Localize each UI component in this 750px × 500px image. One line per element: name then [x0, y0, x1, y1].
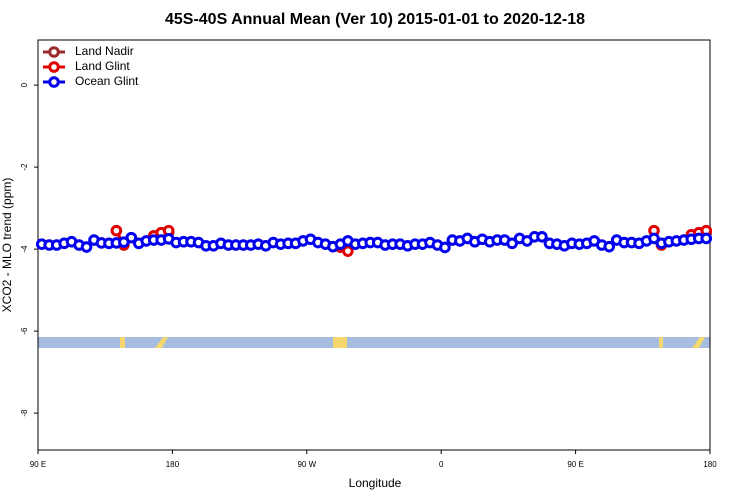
land-patch: [333, 337, 347, 348]
chart-title: 45S-40S Annual Mean (Ver 10) 2015-01-01 …: [165, 11, 585, 28]
legend-label: Land Nadir: [75, 44, 134, 58]
y-tick-label: -4: [20, 245, 29, 253]
surface-band: [38, 337, 710, 348]
data-point: [648, 232, 660, 245]
legend-label: Land Glint: [75, 59, 130, 73]
legend-marker: [48, 46, 60, 58]
x-tick-label: 90 E: [30, 460, 46, 469]
data-point: [536, 231, 548, 243]
data-point: [603, 240, 616, 253]
data-point: [439, 241, 451, 254]
y-tick-label: -6: [20, 327, 29, 335]
x-tick-label: 180: [703, 460, 717, 469]
legend-label: Ocean Glint: [75, 74, 139, 88]
land-patch: [692, 337, 705, 348]
x-tick-label: 90 W: [297, 460, 316, 469]
data-point: [110, 224, 123, 237]
y-tick-label: 0: [20, 82, 29, 87]
data-point: [125, 231, 138, 244]
x-tick-label: 0: [439, 460, 444, 469]
land-patch: [155, 337, 168, 348]
data-point: [342, 245, 354, 257]
land-patch: [659, 337, 663, 348]
legend-marker: [48, 76, 60, 88]
data-point: [700, 232, 713, 245]
data-point: [506, 237, 518, 250]
land-patch: [120, 337, 125, 348]
ocean-band: [38, 337, 710, 348]
x-tick-label: 180: [166, 460, 180, 469]
data-point: [80, 241, 93, 253]
x-tick-label: 90 E: [567, 460, 583, 469]
y-tick-label: -8: [20, 409, 29, 417]
y-axis-label: XCO2 - MLO trend (ppm): [0, 178, 14, 313]
y-tick-label: -2: [20, 163, 29, 171]
legend-marker: [48, 61, 60, 73]
x-axis-label: Longitude: [349, 476, 402, 490]
